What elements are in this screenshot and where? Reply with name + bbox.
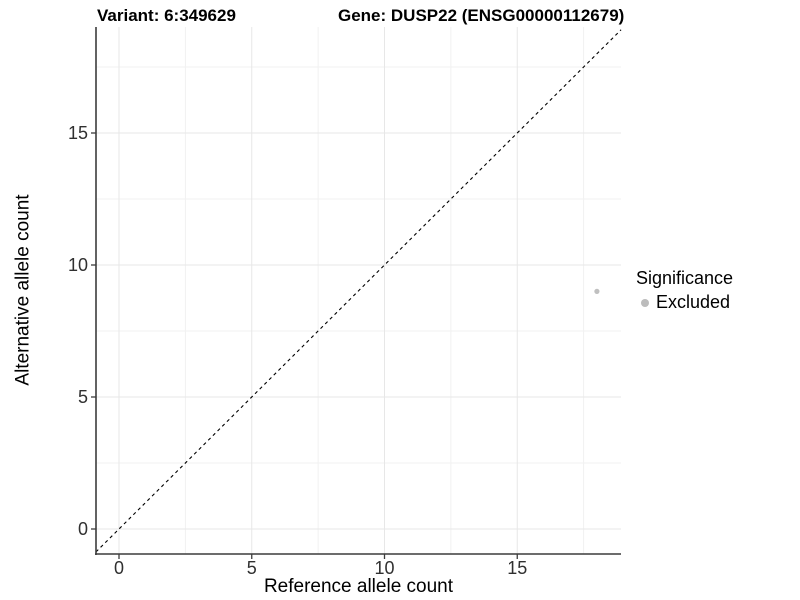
y-tick-label: 0 [78, 519, 88, 539]
gene-title: Gene: DUSP22 (ENSG00000112679) [338, 6, 625, 25]
x-tick-label: 10 [374, 558, 394, 578]
x-tick-label: 5 [247, 558, 257, 578]
x-tick-label: 0 [114, 558, 124, 578]
x-tick-label: 15 [507, 558, 527, 578]
legend-key-dot-icon [641, 298, 649, 307]
x-axis-title: Reference allele count [263, 576, 454, 597]
legend-entry-label: Excluded [656, 292, 731, 312]
legend-title: Significance [636, 268, 734, 288]
y-tick-label: 15 [68, 123, 88, 143]
y-tick-label: 5 [78, 387, 88, 407]
y-tick-label: 10 [68, 255, 88, 275]
data-point [594, 288, 600, 294]
legend-entry: Excluded [636, 292, 733, 313]
y-axis-title: Alternative allele count [12, 194, 34, 386]
legend: Significance Excluded [636, 268, 733, 313]
identity-dashed-line [95, 29, 622, 553]
variant-title: Variant: 6:349629 [97, 6, 236, 25]
